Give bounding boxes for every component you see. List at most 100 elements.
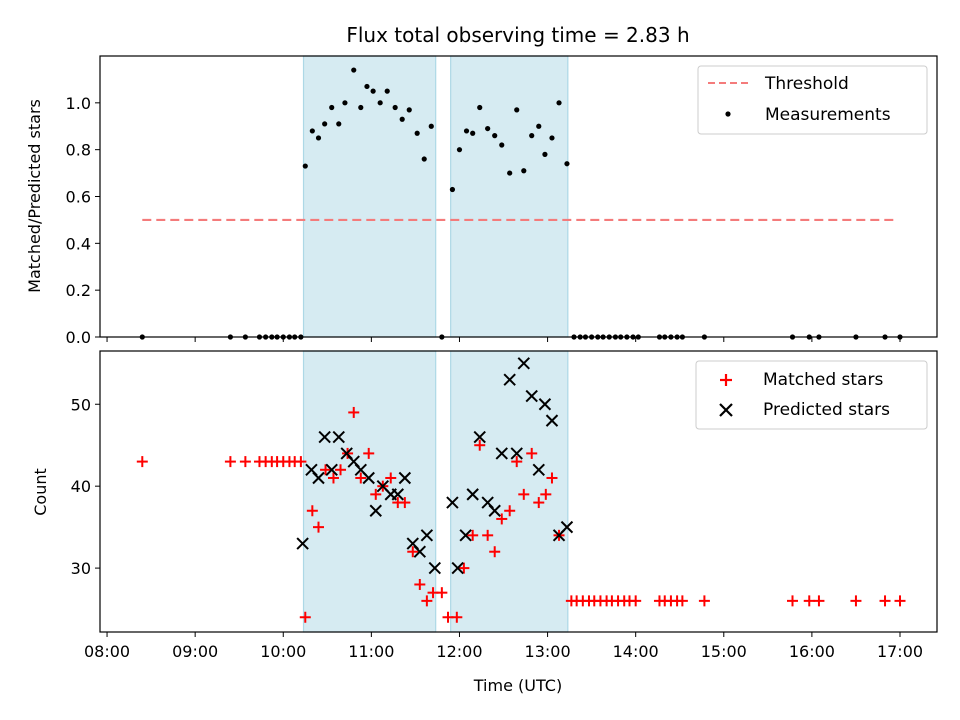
matched-star-point: [224, 456, 236, 468]
legend-matched-swatch: [720, 374, 732, 386]
y-tick-label: 0.8: [66, 141, 91, 160]
matched-star-point: [474, 439, 486, 451]
measurement-point: [342, 100, 348, 106]
measurement-point: [370, 88, 376, 94]
bottom-panel-counts: 30 40 50 08:00 09:00 10:00 11:00 12:00 13:00 14:…: [31, 350, 938, 695]
measurement-point: [456, 147, 463, 153]
x-tick-label: 10:00: [260, 642, 306, 661]
measurement-point: [507, 170, 513, 176]
predicted-star-point: [466, 488, 479, 501]
measurement-point: [384, 88, 390, 94]
predicted-star-point: [488, 504, 501, 517]
matched-star-point: [630, 595, 642, 607]
predicted-star-point: [369, 504, 382, 517]
measurement-point: [399, 116, 405, 122]
matched-star-point: [136, 456, 148, 468]
x-tick-label: 15:00: [701, 642, 747, 661]
predicted-star-point: [318, 430, 331, 444]
x-tick-label: 13:00: [525, 642, 571, 661]
predicted-star-point: [362, 471, 375, 485]
predicted-star-point: [312, 471, 325, 485]
y-tick-label: 30: [71, 559, 91, 578]
x-axis-label: Time (UTC): [473, 676, 562, 695]
top-legend: Threshold Measurements: [697, 65, 928, 135]
matched-star-point: [313, 521, 325, 533]
measurement-point: [329, 104, 335, 111]
predicted-star-point: [459, 529, 472, 542]
predicted-star-point: [391, 488, 405, 501]
measurement-point: [336, 121, 342, 127]
legend-predicted-label: Predicted stars: [763, 400, 890, 420]
predicted-star-point: [428, 561, 442, 575]
matched-star-point: [511, 456, 523, 468]
matched-star-point: [335, 464, 347, 476]
measurement-point: [514, 107, 520, 113]
legend-measurements-label: Measurements: [765, 105, 891, 125]
predicted-star-point: [495, 447, 508, 460]
y-tick-label: 50: [71, 395, 91, 414]
matched-star-point: [436, 587, 448, 599]
matched-star-point: [458, 562, 470, 574]
predicted-star-point: [532, 463, 545, 476]
measurement-point: [309, 128, 315, 134]
matched-star-point: [363, 447, 375, 459]
measurement-point: [351, 67, 357, 73]
predicted-star-point: [560, 520, 574, 534]
matched-star-point: [850, 595, 862, 607]
x-tick-label: 16:00: [789, 642, 835, 661]
matched-star-point: [299, 611, 311, 623]
matched-star-point: [803, 595, 815, 607]
x-tick-label: 12:00: [436, 642, 482, 661]
matched-star-point: [370, 488, 382, 500]
predicted-star-point: [398, 471, 412, 485]
matched-star-point: [533, 497, 545, 509]
matched-star-point: [239, 456, 251, 468]
chart-title: Flux total observing time = 2.83 h: [346, 23, 689, 47]
predicted-star-point: [545, 414, 559, 427]
matched-star-point: [676, 595, 688, 607]
matched-star-point: [355, 472, 367, 484]
matched-star-point: [482, 529, 494, 541]
legend-predicted-swatch: [719, 403, 733, 417]
y-tick-label: 0.4: [66, 234, 91, 253]
matched-star-point: [407, 546, 419, 558]
matched-star-point: [348, 406, 360, 418]
x-tick-label: 08:00: [84, 642, 130, 661]
matched-star-point: [787, 595, 799, 607]
measurement-point: [406, 107, 412, 113]
predicted-star-point: [296, 537, 309, 550]
predicted-star-point: [332, 430, 345, 444]
predicted-star-point: [446, 496, 459, 509]
predicted-star-point: [503, 373, 516, 386]
measurement-point: [499, 142, 505, 148]
observing-window-2: [450, 350, 569, 633]
y-tick-label: 0.0: [66, 328, 91, 347]
matched-star-point: [327, 472, 339, 484]
predicted-star-point: [325, 463, 338, 476]
matched-star-point: [451, 611, 463, 623]
measurement-point: [414, 130, 420, 136]
measurement-point: [536, 123, 542, 129]
top-y-axis-label: Matched/Predicted stars: [25, 99, 44, 293]
matched-star-point: [306, 505, 318, 517]
matched-star-point: [295, 456, 307, 468]
measurement-point: [542, 151, 548, 157]
measurement-point: [449, 186, 456, 193]
measurement-point: [564, 161, 570, 167]
measurement-point: [392, 104, 398, 111]
bottom-axes-frame: [99, 350, 938, 633]
observing-window-2: [450, 55, 569, 338]
measurement-point: [549, 135, 555, 141]
matched-star-point: [526, 447, 538, 459]
matched-star-point: [540, 488, 552, 500]
matched-star-point: [489, 546, 501, 558]
predicted-star-point: [525, 389, 538, 403]
predicted-star-point: [510, 447, 523, 460]
measurement-point: [529, 133, 535, 139]
measurement-point: [364, 83, 370, 90]
observing-window-1: [302, 55, 437, 338]
measurement-point: [421, 156, 427, 162]
predicted-star-point: [538, 398, 552, 411]
matched-star-point: [385, 472, 397, 484]
